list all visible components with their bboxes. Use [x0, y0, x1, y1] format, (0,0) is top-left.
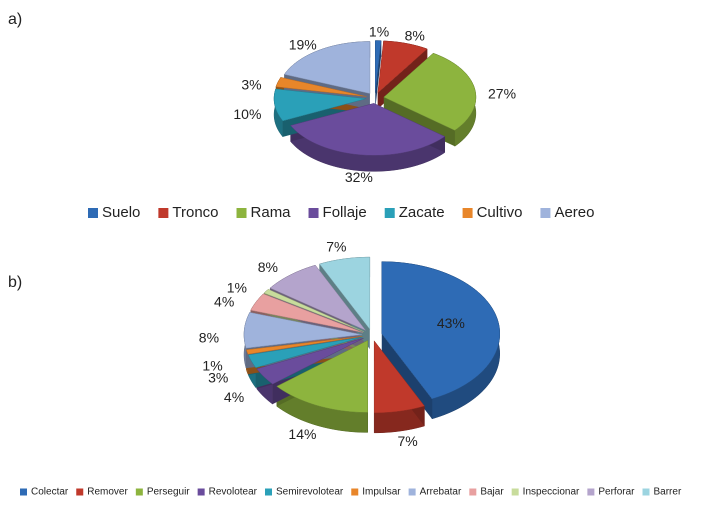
- legend-swatch: [587, 488, 595, 496]
- legend-swatch: [135, 488, 143, 496]
- legend-swatch: [351, 488, 359, 496]
- slice: [383, 52, 477, 131]
- data-label: 1%: [202, 357, 222, 373]
- legend-label: Cultivo: [477, 204, 523, 221]
- legend-label: Remover: [87, 487, 128, 498]
- data-label: 19%: [289, 36, 317, 52]
- data-label: 1%: [369, 24, 389, 40]
- slice: [263, 289, 364, 332]
- slice: [283, 41, 371, 94]
- slice: [276, 340, 368, 413]
- slice: [269, 264, 366, 331]
- slice: [273, 88, 367, 122]
- legend-label: Perforar: [598, 487, 635, 498]
- slice: [319, 256, 371, 330]
- legend-label: Arrebatar: [420, 487, 462, 498]
- slice: [381, 261, 501, 400]
- slice-side: [375, 40, 382, 109]
- slice: [245, 336, 363, 355]
- legend-swatch: [20, 488, 27, 496]
- legend-label: Colectar: [31, 487, 69, 498]
- data-label: 8%: [199, 329, 219, 345]
- legend-label: Rama: [251, 204, 292, 221]
- slice: [275, 77, 367, 97]
- legend-label: Suelo: [102, 204, 140, 221]
- legend-swatch: [236, 208, 247, 218]
- slice: [256, 337, 364, 385]
- slice: [375, 40, 382, 93]
- panel-label: a): [8, 11, 22, 28]
- legend-label: Bajar: [480, 487, 504, 498]
- slice: [373, 340, 425, 414]
- data-label: 4%: [214, 293, 234, 309]
- data-label: 3%: [241, 76, 261, 92]
- legend-swatch: [511, 488, 519, 496]
- panel-label: b): [8, 274, 22, 291]
- data-label: 27%: [488, 85, 516, 101]
- legend-swatch: [158, 208, 169, 218]
- legend-swatch: [462, 208, 473, 218]
- legend-swatch: [408, 488, 416, 496]
- data-label: 7%: [398, 433, 418, 449]
- legend-swatch: [308, 208, 319, 218]
- slice: [250, 293, 364, 333]
- legend-swatch: [642, 488, 650, 496]
- legend-label: Barrer: [654, 487, 682, 498]
- legend-label: Tronco: [172, 204, 218, 221]
- slice: [377, 40, 428, 94]
- data-label: 8%: [405, 27, 425, 43]
- legend-label: Revolotear: [209, 487, 258, 498]
- legend-swatch: [88, 208, 98, 218]
- data-label: 7%: [326, 239, 346, 255]
- data-label: 8%: [258, 259, 278, 275]
- data-label: 43%: [437, 315, 465, 331]
- legend-label: Inspeccionar: [523, 487, 580, 498]
- data-label: 4%: [224, 389, 244, 405]
- legend-swatch: [469, 488, 477, 496]
- slice: [290, 103, 446, 156]
- data-label: 14%: [288, 426, 316, 442]
- legend-label: Perseguir: [147, 487, 190, 498]
- legend-swatch: [76, 488, 84, 496]
- slice: [243, 312, 363, 349]
- data-label: 3%: [208, 369, 228, 385]
- data-label: 1%: [227, 280, 247, 296]
- legend-label: Aereo: [554, 204, 594, 221]
- legend-swatch: [384, 208, 395, 218]
- legend-swatch: [540, 208, 551, 218]
- data-label: 10%: [233, 106, 261, 122]
- legend-label: Impulsar: [362, 487, 401, 498]
- legend-label: Zacate: [399, 204, 445, 221]
- slice: [247, 336, 363, 368]
- legend-swatch: [265, 488, 272, 496]
- slice-side: [381, 333, 433, 419]
- legend-label: Follaje: [323, 204, 367, 221]
- legend-label: Semirevolotear: [276, 487, 344, 498]
- legend-swatch: [197, 488, 205, 496]
- data-label: 32%: [345, 169, 373, 185]
